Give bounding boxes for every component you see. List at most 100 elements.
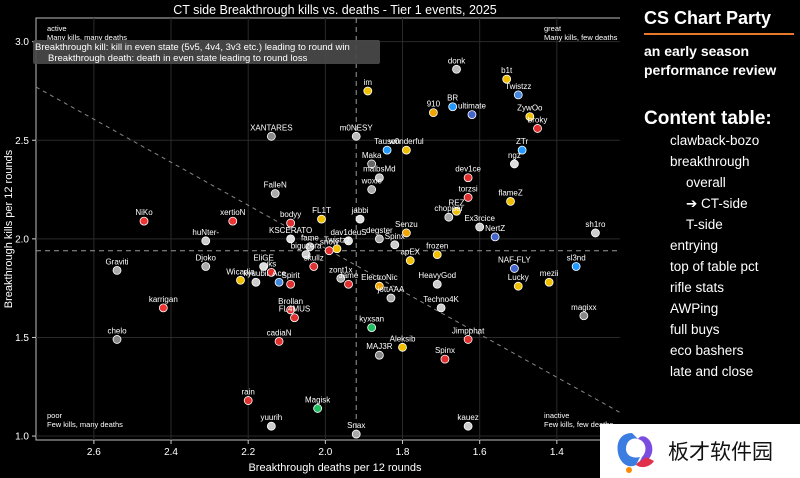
y-tick-label: 2.5 xyxy=(15,136,29,147)
toc-item: T-side xyxy=(686,217,723,232)
x-tick-label: 2.6 xyxy=(87,447,101,458)
x-tick-label: 2.2 xyxy=(241,447,255,458)
data-point xyxy=(305,242,315,252)
point-label: Snax xyxy=(347,421,365,430)
point-label: ngz xyxy=(508,151,521,160)
y-tick-label: 1.0 xyxy=(15,432,29,443)
point-label: Techno4K xyxy=(423,295,459,304)
data-point xyxy=(510,264,519,273)
point-label: magixx xyxy=(571,303,596,312)
point-label: snow xyxy=(320,238,339,247)
data-point xyxy=(286,305,296,315)
data-point xyxy=(158,303,168,313)
point-label: torzsi xyxy=(459,184,478,193)
point-label: chelo xyxy=(107,326,127,335)
data-point xyxy=(432,279,442,289)
toc-item: top of table pct xyxy=(670,259,759,274)
toc-item: clawback-bozo xyxy=(670,133,760,148)
y-tick-label: 2.0 xyxy=(15,234,29,245)
data-point xyxy=(452,64,461,74)
toc-item: overall xyxy=(686,175,726,190)
point-label: flameZ xyxy=(498,188,523,197)
point-label: cadiaN xyxy=(267,328,292,337)
legend-line-2: Breakthrough death: death in even state … xyxy=(48,53,308,64)
trend-line xyxy=(35,86,620,414)
toc-item: AWPing xyxy=(670,301,719,316)
point-label: mezii xyxy=(540,269,559,278)
point-label: jabbi xyxy=(351,206,369,215)
point-label: 910 xyxy=(427,100,441,109)
data-point xyxy=(259,262,269,271)
point-label: MAJ3R xyxy=(366,342,392,351)
data-point xyxy=(201,262,211,271)
point-label: FalleN xyxy=(264,181,287,190)
data-point xyxy=(475,222,485,232)
data-point xyxy=(386,293,396,303)
data-point xyxy=(591,228,600,238)
point-label: w0nderful xyxy=(388,137,424,146)
point-label: Tauson xyxy=(374,137,400,146)
data-point xyxy=(336,273,346,283)
data-point xyxy=(270,189,280,198)
data-point xyxy=(571,262,581,271)
point-label: ultimate xyxy=(458,102,487,111)
x-tick-label: 1.6 xyxy=(473,447,487,458)
point-label: donk xyxy=(448,56,466,65)
point-label: Graviti xyxy=(105,257,128,266)
point-label: Twistzz xyxy=(505,82,531,91)
data-point xyxy=(452,206,461,216)
point-label: Ace xyxy=(272,269,286,278)
point-label: xertioN xyxy=(220,208,246,217)
data-point xyxy=(228,216,238,226)
quadrant-desc: Many kills, many deaths xyxy=(47,33,127,42)
scatter-chart: 2.62.42.22.01.81.61.41.21.01.52.02.53.0C… xyxy=(3,3,620,474)
point-label: b1t xyxy=(501,66,513,75)
title-underline xyxy=(644,33,794,35)
data-point xyxy=(517,145,527,155)
data-point xyxy=(309,262,319,271)
point-label: Jame xyxy=(339,271,359,280)
point-label: bodyy xyxy=(280,210,301,219)
data-point xyxy=(374,281,384,291)
quadrant-name: poor xyxy=(47,411,63,420)
point-label: FL1T xyxy=(312,206,331,215)
data-point xyxy=(579,311,589,321)
point-label: degster xyxy=(366,226,393,235)
watermark: 板才软件园 xyxy=(600,424,800,478)
data-point xyxy=(463,421,473,431)
point-label: frozen xyxy=(426,242,448,251)
data-point xyxy=(266,421,276,431)
chart-svg: 2.62.42.22.01.81.61.41.21.01.52.02.53.0C… xyxy=(3,3,620,474)
point-label: NAF-FLY xyxy=(498,255,531,264)
point-label: dav1deuS xyxy=(330,228,366,237)
data-point xyxy=(112,335,122,344)
point-label: ElectroNic xyxy=(361,273,397,282)
toc-item: breakthrough xyxy=(670,154,750,169)
point-label: biguzera xyxy=(291,242,322,251)
point-label: NertZ xyxy=(485,224,505,233)
point-label: m0NESY xyxy=(340,123,374,132)
data-point xyxy=(313,404,323,413)
legend-box xyxy=(33,40,380,64)
point-label: NiKo xyxy=(135,208,153,217)
data-point xyxy=(448,102,458,112)
point-label: KSCERATO xyxy=(269,226,312,235)
data-point xyxy=(390,240,400,250)
data-point xyxy=(367,159,377,169)
data-point xyxy=(544,277,554,287)
data-point xyxy=(374,350,384,360)
data-point xyxy=(398,342,407,352)
point-label: apEX xyxy=(400,248,420,257)
data-point xyxy=(363,86,373,96)
point-label: malbsMd xyxy=(363,165,395,174)
point-label: Senzu xyxy=(395,220,418,229)
point-label: chopper xyxy=(434,204,463,213)
point-label: Jimpphat xyxy=(452,326,485,335)
watermark-logo-icon xyxy=(612,429,660,473)
data-point xyxy=(236,275,245,285)
point-label: Djoko xyxy=(196,253,217,262)
point-label: Twistzz xyxy=(324,236,350,245)
data-point xyxy=(440,354,450,364)
legend-line-1: Breakthrough kill: kill in even state (5… xyxy=(35,42,350,53)
data-point xyxy=(502,74,512,84)
